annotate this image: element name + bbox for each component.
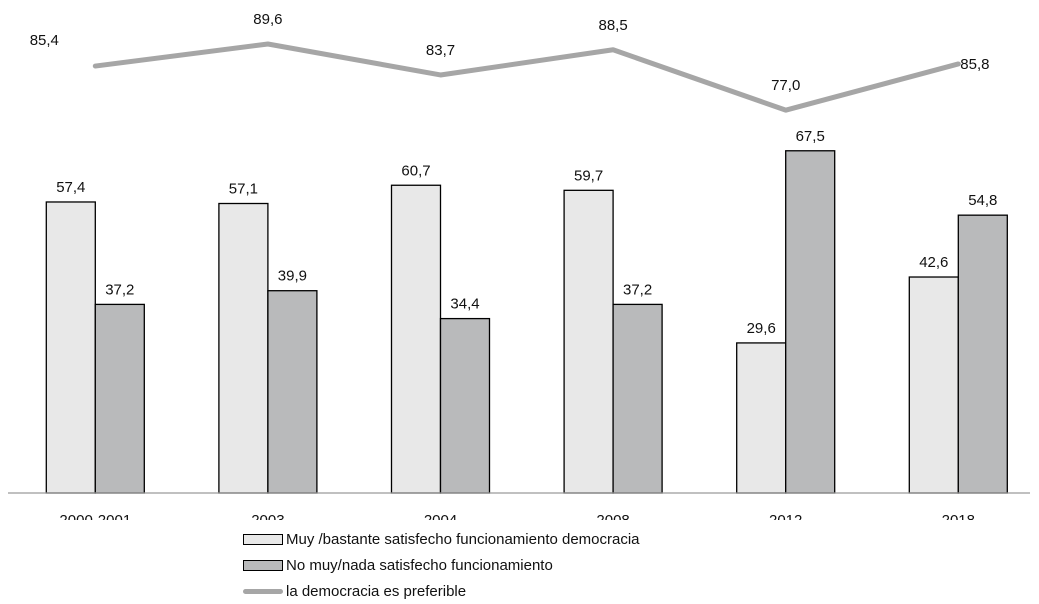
bar-satisfied-2 bbox=[390, 184, 442, 494]
bar-satisfied-5 bbox=[908, 276, 959, 494]
data-label-not-satisfied-4: 67,5 bbox=[796, 128, 825, 145]
bar-satisfied-4 bbox=[736, 342, 787, 494]
data-label-satisfied-0: 57,4 bbox=[56, 179, 85, 196]
bar-not-satisfied-0 bbox=[94, 303, 145, 494]
x-tick-label-3: 2008 bbox=[596, 512, 629, 520]
bar-not-satisfied-3 bbox=[612, 303, 663, 494]
bar-satisfied-1 bbox=[218, 202, 269, 494]
line-preferable bbox=[92, 41, 961, 113]
bar-not-satisfied-5 bbox=[957, 214, 1008, 494]
data-label-not-satisfied-1: 39,9 bbox=[278, 268, 307, 285]
data-label-preferable-3: 88,5 bbox=[598, 17, 627, 34]
x-tick-label-1: 2003 bbox=[251, 512, 284, 520]
data-label-not-satisfied-5: 54,8 bbox=[968, 192, 997, 209]
data-label-preferable-0: 85,4 bbox=[30, 32, 59, 49]
data-label-preferable-5: 85,8 bbox=[960, 56, 989, 73]
data-label-not-satisfied-0: 37,2 bbox=[105, 281, 134, 298]
data-label-satisfied-5: 42,6 bbox=[919, 254, 948, 271]
bar-not-satisfied-4 bbox=[785, 150, 836, 494]
legend-item-preferable: la democracia es preferible bbox=[243, 578, 803, 604]
data-label-satisfied-4: 29,6 bbox=[747, 320, 776, 337]
x-tick-label-4: 2012 bbox=[769, 512, 802, 520]
bar-satisfied-3 bbox=[563, 189, 614, 494]
legend-label-not-satisfied: No muy/nada satisfecho funcionamiento bbox=[286, 556, 553, 574]
x-tick-label-0: 2000-2001 bbox=[59, 512, 131, 520]
data-label-preferable-4: 77,0 bbox=[771, 77, 800, 94]
x-tick-label-2: 2004 bbox=[424, 512, 457, 520]
data-label-satisfied-3: 59,7 bbox=[574, 167, 603, 184]
legend-swatch-satisfied bbox=[243, 533, 283, 545]
chart-canvas: 57,4 57,1 60,7 59,7 29,6 42,6 37,2 39,9 34,4 37,2… bbox=[8, 11, 1030, 520]
data-label-preferable-1: 89,6 bbox=[253, 11, 282, 28]
legend-label-satisfied: Muy /bastante satisfecho funcionamiento … bbox=[286, 530, 640, 548]
bar-not-satisfied-1 bbox=[267, 290, 318, 494]
data-label-not-satisfied-3: 37,2 bbox=[623, 281, 652, 298]
legend-swatch-not-satisfied bbox=[243, 559, 283, 571]
bar-satisfied-0 bbox=[45, 201, 96, 494]
data-label-not-satisfied-2: 34,4 bbox=[450, 296, 479, 313]
data-label-satisfied-1: 57,1 bbox=[229, 181, 258, 198]
legend-item-not-satisfied: No muy/nada satisfecho funcionamiento bbox=[243, 552, 803, 578]
legend-item-satisfied: Muy /bastante satisfecho funcionamiento … bbox=[243, 526, 803, 552]
bar-not-satisfied-2 bbox=[439, 317, 491, 494]
legend-label-preferable: la democracia es preferible bbox=[286, 582, 467, 600]
legend-swatch-preferable bbox=[243, 588, 283, 594]
chart-legend: Muy /bastante satisfecho funcionamiento … bbox=[243, 526, 803, 604]
data-label-satisfied-2: 60,7 bbox=[401, 162, 430, 179]
data-label-preferable-2: 83,7 bbox=[426, 42, 455, 59]
x-tick-label-5: 2018 bbox=[942, 512, 975, 520]
